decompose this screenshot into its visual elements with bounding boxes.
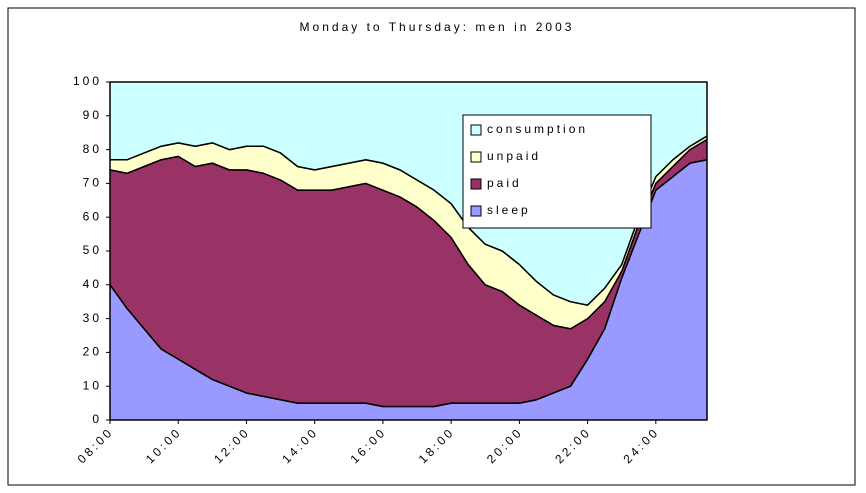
y-tick-label: 90 (83, 108, 102, 122)
y-tick-label: 0 (92, 412, 102, 426)
legend-swatch (470, 151, 482, 163)
y-tick-label: 40 (83, 277, 102, 291)
legend-label: paid (487, 176, 522, 190)
y-tick-label: 60 (83, 209, 102, 223)
y-tick-label: 30 (83, 311, 102, 325)
legend-swatch (470, 178, 482, 190)
y-tick-label: 100 (73, 74, 102, 88)
legend-box (462, 114, 652, 229)
legend-label: unpaid (487, 149, 541, 163)
y-tick-label: 50 (83, 243, 102, 257)
legend-swatch (470, 124, 482, 136)
y-tick-label: 10 (83, 378, 102, 392)
y-tick-label: 20 (83, 345, 102, 359)
y-tick-label: 80 (83, 142, 102, 156)
legend-swatch (470, 205, 482, 217)
legend-label: sleep (487, 203, 531, 217)
legend-label: consumption (487, 122, 588, 136)
y-tick-label: 70 (83, 176, 102, 190)
chart-title: Monday to Thursday: men in 2003 (300, 20, 575, 34)
